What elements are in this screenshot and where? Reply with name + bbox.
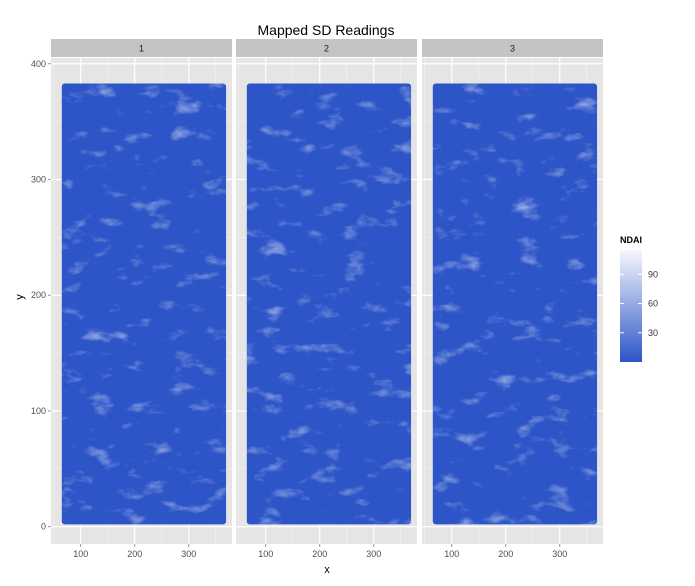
facet-strip-2 (236, 39, 417, 57)
y-tick-label: 0 (41, 522, 46, 532)
heatmap-texture (246, 83, 412, 525)
heatmap-region-1 (61, 83, 227, 525)
x-tick-label: 200 (312, 549, 327, 559)
x-tick-label: 100 (73, 549, 88, 559)
x-tick-label: 200 (498, 549, 513, 559)
x-tick-label: 100 (258, 549, 273, 559)
facet-panel-1: 1 100 200 300 (51, 39, 232, 559)
legend-tick-label: 60 (648, 299, 658, 309)
facet-panel-2: 2 100 200 300 (236, 39, 417, 559)
facet-strip-label: 1 (139, 44, 144, 54)
facet-strip-3 (422, 39, 603, 57)
legend-tick-label: 90 (648, 269, 658, 279)
y-tick-label: 300 (31, 175, 46, 185)
x-tick-label: 300 (181, 549, 196, 559)
facet-panels: 1 100 200 300 2 100 200 300 3 100 200 300 0 100 200 300… (31, 39, 603, 559)
y-tick-label: 400 (31, 59, 46, 69)
legend-colorbar (620, 250, 642, 362)
facet-strip-label: 3 (510, 44, 515, 54)
x-tick-label: 300 (552, 549, 567, 559)
y-axis-label: y (14, 294, 26, 300)
heatmap-texture (432, 83, 598, 525)
facet-panel-3: 3 100 200 300 (422, 39, 603, 559)
x-tick-label: 200 (127, 549, 142, 559)
facet-strip-1 (51, 39, 232, 57)
x-tick-label: 300 (366, 549, 381, 559)
heatmap-region-2 (246, 83, 412, 525)
legend-title: NDAI (620, 235, 642, 245)
heatmap-region-3 (432, 83, 598, 525)
legend: NDAI 30 60 90 (620, 235, 658, 362)
x-axis-label: x (324, 564, 330, 576)
y-tick-label: 200 (31, 290, 46, 300)
chart-title: Mapped SD Readings (258, 22, 395, 38)
heatmap-texture (61, 83, 227, 525)
legend-ticks: 30 60 90 (620, 269, 658, 338)
facet-strip-label: 2 (324, 44, 329, 54)
legend-tick-label: 30 (648, 328, 658, 338)
x-tick-label: 100 (444, 549, 459, 559)
y-tick-label: 100 (31, 406, 46, 416)
